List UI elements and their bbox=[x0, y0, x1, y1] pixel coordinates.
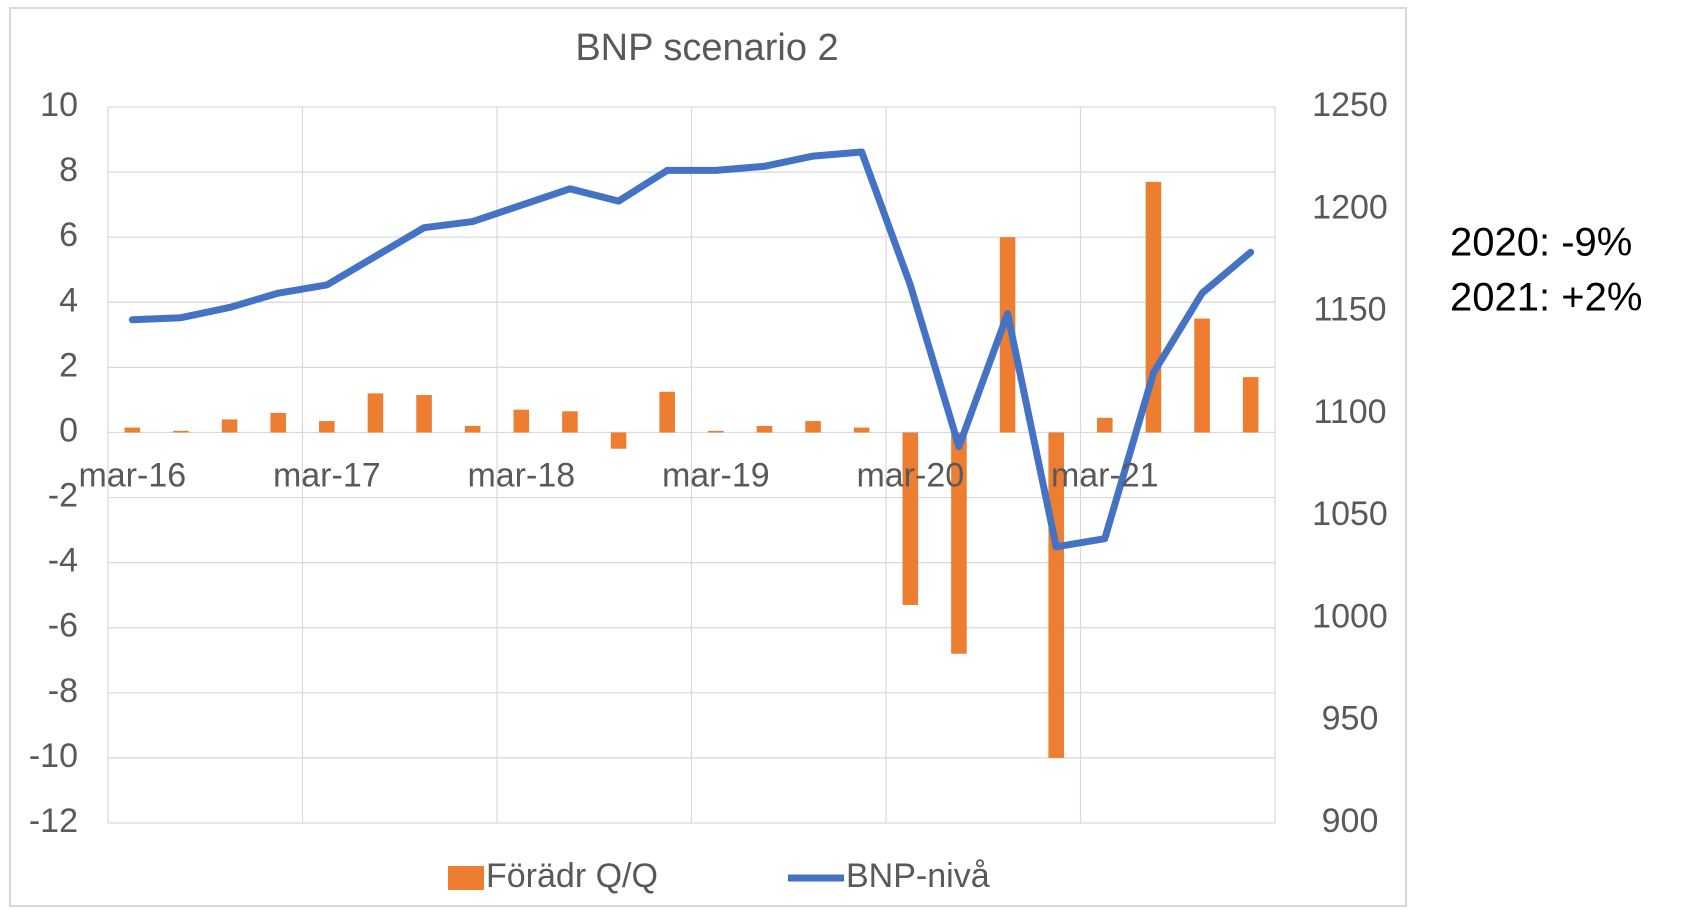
bar bbox=[708, 430, 724, 433]
y-tick-label: 4 bbox=[59, 281, 78, 319]
x-tick-label: mar-16 bbox=[78, 456, 186, 494]
y-tick-label: -4 bbox=[48, 542, 78, 580]
legend-label: BNP-nivå bbox=[846, 857, 990, 895]
bar bbox=[464, 425, 481, 433]
bar bbox=[270, 412, 286, 433]
y-tick-label: 6 bbox=[59, 216, 78, 254]
y-tick-label: -12 bbox=[29, 802, 78, 840]
y-tick-label: -8 bbox=[48, 672, 78, 710]
y-tick-label: -6 bbox=[48, 607, 78, 645]
bar bbox=[805, 421, 821, 433]
annotation: 2020: -9% bbox=[1450, 221, 1632, 265]
legend-swatch bbox=[448, 866, 484, 890]
bar bbox=[513, 409, 530, 433]
bar bbox=[173, 430, 189, 433]
y-tick-label: -2 bbox=[48, 477, 78, 515]
y2-tick-label: 1050 bbox=[1312, 495, 1388, 533]
bar bbox=[367, 393, 384, 433]
bar bbox=[853, 427, 870, 433]
bar bbox=[416, 395, 432, 433]
y-tick-label: -10 bbox=[29, 737, 78, 775]
y-tick-label: 2 bbox=[59, 346, 78, 384]
chart-title: BNP scenario 2 bbox=[575, 27, 838, 69]
y2-tick-label: 1000 bbox=[1312, 597, 1388, 635]
y2-tick-label: 1100 bbox=[1313, 393, 1386, 431]
y-tick-label: 10 bbox=[40, 86, 78, 124]
chart-frame bbox=[9, 7, 1407, 907]
x-tick-label: mar-19 bbox=[662, 456, 770, 494]
line bbox=[128, 148, 1255, 551]
x-tick-label: mar-21 bbox=[1051, 456, 1159, 494]
bar bbox=[951, 432, 967, 654]
bar bbox=[319, 421, 335, 433]
bar bbox=[659, 391, 675, 433]
y-tick-label: 8 bbox=[59, 151, 78, 189]
bar bbox=[1242, 377, 1259, 433]
legend-label: Förädr Q/Q bbox=[486, 857, 658, 895]
y2-tick-label: 950 bbox=[1322, 700, 1379, 738]
bar bbox=[1194, 318, 1210, 433]
y2-tick-label: 900 bbox=[1322, 802, 1379, 840]
x-tick-label: mar-18 bbox=[467, 456, 575, 494]
y2-tick-label: 1150 bbox=[1313, 291, 1386, 329]
x-tick-label: mar-20 bbox=[856, 456, 964, 494]
bar bbox=[999, 237, 1016, 433]
bar bbox=[124, 427, 141, 433]
bar bbox=[756, 425, 773, 433]
annotation: 2021: +2% bbox=[1450, 276, 1642, 320]
y2-tick-label: 1250 bbox=[1312, 86, 1388, 124]
y-tick-label: 0 bbox=[59, 411, 78, 449]
bar bbox=[221, 419, 238, 433]
bar bbox=[562, 411, 578, 433]
bar bbox=[902, 432, 919, 605]
y2-tick-label: 1200 bbox=[1312, 188, 1388, 226]
x-tick-label: mar-17 bbox=[273, 456, 381, 494]
bar bbox=[610, 432, 627, 449]
bar bbox=[1097, 417, 1113, 433]
